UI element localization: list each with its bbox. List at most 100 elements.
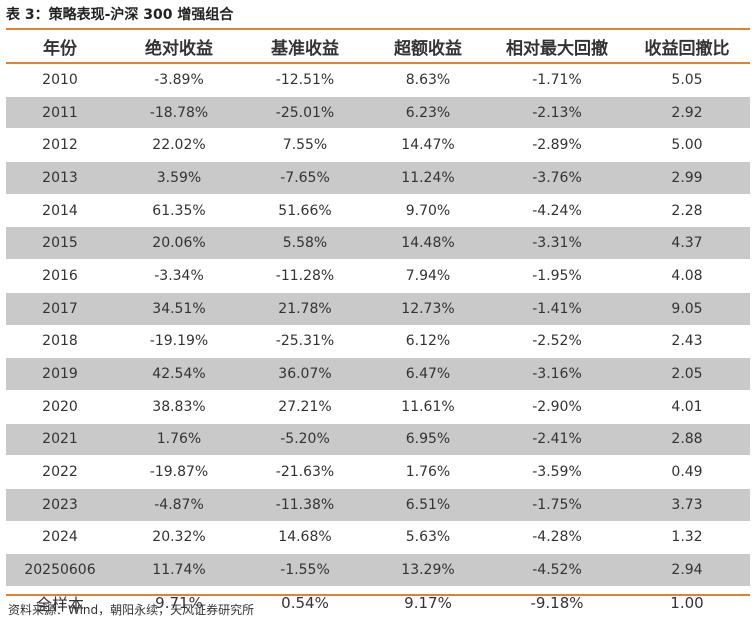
header-absolute-return: 绝对收益	[114, 31, 244, 64]
header-row: 年份 绝对收益 基准收益 超额收益 相对最大回撤 收益回撤比	[6, 31, 750, 64]
return-drawdown-ratio-cell: 1.00	[670, 593, 704, 612]
bottom-rule	[6, 594, 750, 596]
excess-return-cell: 11.61%	[401, 398, 455, 415]
table-row: 2016 -3.34% -11.28% 7.94% -1.95% 4.08	[6, 260, 750, 293]
return-drawdown-ratio-cell: 5.00	[671, 137, 703, 154]
relative-max-drawdown-cell: -2.89%	[532, 137, 582, 154]
relative-max-drawdown-cell: -1.95%	[532, 267, 582, 284]
absolute-return-cell: 34.51%	[114, 291, 244, 326]
return-drawdown-ratio-cell: 4.08	[671, 267, 703, 284]
benchmark-return-cell: -12.51%	[275, 71, 335, 88]
year-cell: 2010	[42, 71, 78, 88]
excess-return-cell: 12.73%	[366, 291, 490, 326]
benchmark-return-cell: 5.58%	[244, 226, 366, 261]
excess-return-cell: 1.76%	[405, 464, 451, 481]
absolute-return-cell: -3.89%	[154, 71, 204, 88]
excess-return-cell: 11.24%	[366, 161, 490, 195]
relative-max-drawdown-cell: -2.90%	[532, 398, 582, 415]
benchmark-return-cell: 51.66%	[278, 202, 332, 219]
table-row: 2014 61.35% 51.66% 9.70% -4.24% 2.28	[6, 194, 750, 227]
return-drawdown-ratio-cell: 5.05	[671, 71, 703, 88]
year-cell: 2012	[42, 137, 78, 154]
table-row: 2020 38.83% 27.21% 11.61% -2.90% 4.01	[6, 390, 750, 423]
absolute-return-cell: 9.71%	[155, 593, 203, 612]
relative-max-drawdown-cell: -2.41%	[490, 422, 624, 457]
year-cell: 全样本	[35, 594, 84, 614]
absolute-return-cell: 38.83%	[152, 398, 206, 415]
benchmark-return-cell: 7.55%	[282, 137, 328, 154]
table-row: 2015 20.06% 5.58% 14.48% -3.31% 4.37	[6, 226, 750, 261]
benchmark-return-cell: 36.07%	[244, 357, 366, 391]
absolute-return-cell: -19.19%	[149, 333, 209, 350]
year-cell: 2018	[42, 333, 78, 350]
excess-return-cell: 14.47%	[401, 137, 455, 154]
benchmark-return-cell: -25.31%	[275, 333, 335, 350]
excess-return-cell: 7.94%	[405, 267, 451, 284]
year-cell: 2020	[42, 398, 78, 415]
relative-max-drawdown-cell: -3.76%	[490, 161, 624, 195]
relative-max-drawdown-cell: -4.24%	[532, 202, 582, 219]
relative-max-drawdown-cell: -4.52%	[490, 553, 624, 587]
relative-max-drawdown-cell: -3.59%	[532, 464, 582, 481]
table-row: 2011 -18.78% -25.01% 6.23% -2.13% 2.92	[6, 95, 750, 130]
year-cell: 2017	[6, 291, 114, 326]
header-benchmark-return: 基准收益	[244, 31, 366, 64]
absolute-return-cell: -4.87%	[114, 487, 244, 522]
absolute-return-cell: 11.74%	[114, 553, 244, 587]
table-row: 2022 -19.87% -21.63% 1.76% -3.59% 0.49	[6, 456, 750, 489]
return-drawdown-ratio-cell: 2.28	[671, 202, 703, 219]
relative-max-drawdown-cell: -4.28%	[532, 529, 582, 546]
table-row: 2013 3.59% -7.65% 11.24% -3.76% 2.99	[6, 161, 750, 195]
return-drawdown-ratio-cell: 3.73	[624, 487, 750, 522]
return-drawdown-ratio-cell: 2.88	[624, 422, 750, 457]
absolute-return-cell: 61.35%	[152, 202, 206, 219]
return-drawdown-ratio-cell: 2.05	[624, 357, 750, 391]
return-drawdown-ratio-cell: 2.43	[671, 333, 703, 350]
benchmark-return-cell: -11.38%	[244, 487, 366, 522]
relative-max-drawdown-cell: -2.52%	[532, 333, 582, 350]
return-drawdown-ratio-cell: 4.37	[624, 226, 750, 261]
excess-return-cell: 8.63%	[405, 71, 451, 88]
relative-max-drawdown-cell: -9.18%	[530, 593, 584, 612]
title-rule	[6, 28, 750, 30]
header-excess-return: 超额收益	[366, 31, 490, 64]
table-row: 2010 -3.89% -12.51% 8.63% -1.71% 5.05	[6, 63, 750, 96]
relative-max-drawdown-cell: -1.41%	[490, 291, 624, 326]
absolute-return-cell: 22.02%	[152, 137, 206, 154]
return-drawdown-ratio-cell: 9.05	[624, 291, 750, 326]
benchmark-return-cell: -11.28%	[275, 267, 335, 284]
year-cell: 2023	[6, 487, 114, 522]
return-drawdown-ratio-cell: 2.99	[624, 161, 750, 195]
absolute-return-cell: -18.78%	[114, 95, 244, 130]
relative-max-drawdown-cell: -3.16%	[490, 357, 624, 391]
benchmark-return-cell: 21.78%	[244, 291, 366, 326]
source-note: 资料来源：Wind，朝阳永续，天风证券研究所	[8, 603, 255, 617]
excess-return-cell: 13.29%	[366, 553, 490, 587]
header-relative-max-drawdown: 相对最大回撤	[490, 31, 624, 64]
table-row: 20250606 11.74% -1.55% 13.29% -4.52% 2.94	[6, 553, 750, 587]
year-cell: 20250606	[6, 553, 114, 587]
header-return-drawdown-ratio: 收益回撤比	[624, 31, 750, 64]
excess-return-cell: 6.23%	[366, 95, 490, 130]
absolute-return-cell: -19.87%	[149, 464, 209, 481]
benchmark-return-cell: 0.54%	[281, 593, 329, 612]
return-drawdown-ratio-cell: 0.49	[671, 464, 703, 481]
table-row: 2021 1.76% -5.20% 6.95% -2.41% 2.88	[6, 422, 750, 457]
excess-return-cell: 6.95%	[366, 422, 490, 457]
excess-return-cell: 6.51%	[366, 487, 490, 522]
year-cell: 2024	[42, 529, 78, 546]
benchmark-return-cell: -5.20%	[244, 422, 366, 457]
benchmark-return-cell: 27.21%	[278, 398, 332, 415]
table-row: 2019 42.54% 36.07% 6.47% -3.16% 2.05	[6, 357, 750, 391]
year-cell: 2011	[6, 95, 114, 130]
table-row: 2023 -4.87% -11.38% 6.51% -1.75% 3.73	[6, 487, 750, 522]
year-cell: 2014	[42, 202, 78, 219]
year-cell: 2016	[42, 267, 78, 284]
excess-return-cell: 9.17%	[404, 593, 452, 612]
year-cell: 2015	[6, 226, 114, 261]
relative-max-drawdown-cell: -1.71%	[532, 71, 582, 88]
absolute-return-cell: 42.54%	[114, 357, 244, 391]
relative-max-drawdown-cell: -3.31%	[490, 226, 624, 261]
benchmark-return-cell: -7.65%	[244, 161, 366, 195]
table-row: 2017 34.51% 21.78% 12.73% -1.41% 9.05	[6, 291, 750, 326]
